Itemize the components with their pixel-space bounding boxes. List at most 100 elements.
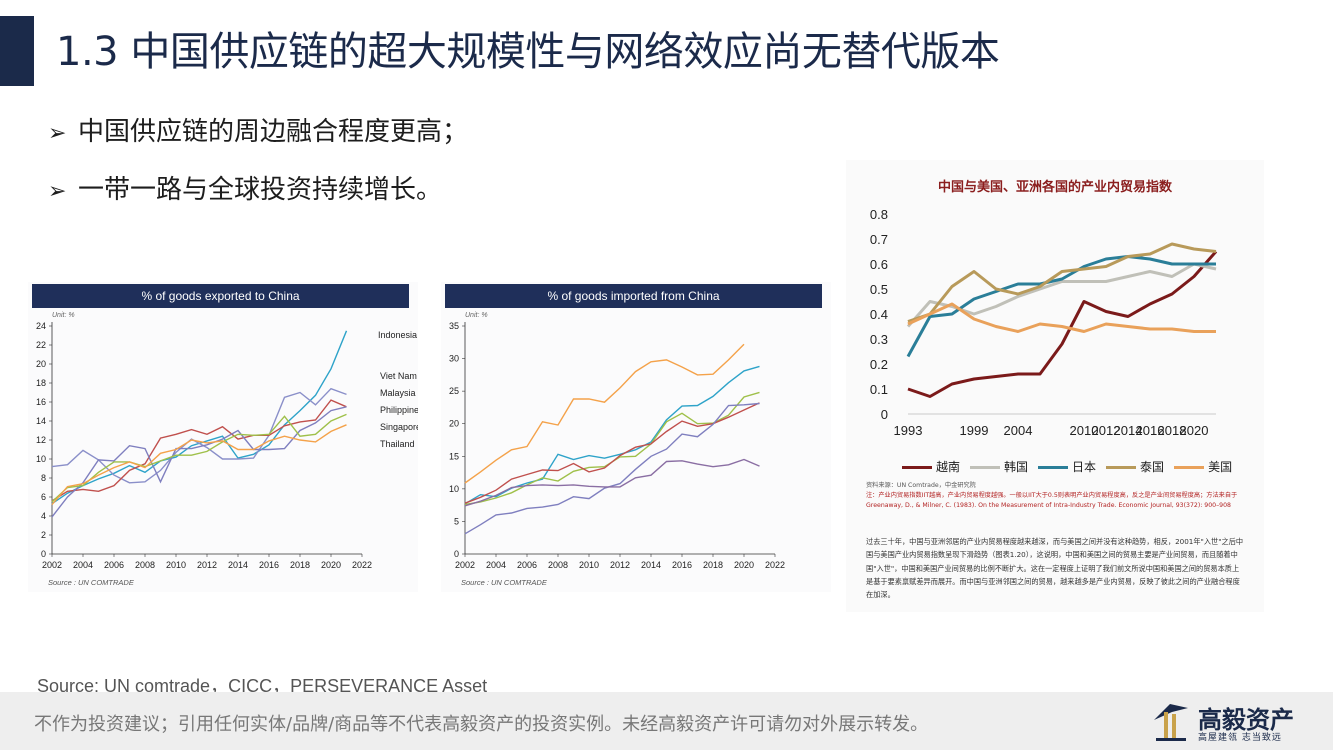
y-tick-label: 10 bbox=[449, 484, 459, 494]
chart-source: Source : UN COMTRADE bbox=[461, 578, 547, 587]
x-tick-label: 2010 bbox=[1070, 423, 1099, 438]
x-tick-label: 2004 bbox=[73, 560, 93, 570]
series-line bbox=[51, 330, 348, 505]
x-tick-label: 2012 bbox=[197, 560, 217, 570]
x-tick-label: 2002 bbox=[42, 560, 62, 570]
chart-title: 中国与美国、亚洲各国的产业内贸易指数 bbox=[937, 180, 1172, 195]
logo-slogan: 高屋建瓴 志当致远 bbox=[1198, 733, 1282, 743]
bullet-text: 一带一路与全球投资持续增长。 bbox=[78, 175, 443, 205]
iit-line-chart: 0 0.1 0.2 0.3 0.4 0.5 0.6 0.7 0.8 1993 1999 2004 201… bbox=[870, 207, 1218, 438]
legend-label: 泰国 bbox=[1140, 460, 1165, 474]
y-tick-label: 0.3 bbox=[870, 332, 888, 347]
chart-description: 过去三十年，中国与亚洲邻居的产业内贸易程度越来越深，而与美国之间并没有这种趋势，… bbox=[866, 537, 1244, 600]
series-line bbox=[907, 302, 1216, 333]
series-line bbox=[51, 424, 347, 506]
y-tick-label: 0.6 bbox=[870, 257, 888, 272]
arrow-bullet-icon: ➢ bbox=[48, 121, 67, 146]
y-tick-label: 24 bbox=[36, 321, 46, 331]
x-tick-label: 2002 bbox=[455, 560, 475, 570]
x-tick-label: 2020 bbox=[734, 560, 754, 570]
series-line bbox=[51, 387, 347, 484]
y-tick-label: 18 bbox=[36, 378, 46, 388]
series-line bbox=[51, 399, 347, 502]
legend-item: 韩国 bbox=[970, 458, 1028, 475]
chart-unit: Unit: % bbox=[465, 312, 488, 319]
y-tick-label: 30 bbox=[449, 354, 459, 364]
source-label: 资料来源：UN Comtrade，中金研究院 bbox=[866, 482, 976, 489]
y-tick-label: 0 bbox=[41, 549, 46, 559]
y-tick-label: 0 bbox=[454, 549, 459, 559]
x-tick-label: 2018 bbox=[1158, 423, 1187, 438]
y-tick-label: 16 bbox=[36, 397, 46, 407]
x-tick-label: 1993 bbox=[894, 423, 923, 438]
x-tick-label: 2012 bbox=[1092, 423, 1121, 438]
y-tick-label: 0.1 bbox=[870, 382, 888, 397]
y-tick-label: 22 bbox=[36, 340, 46, 350]
x-tick-label: 2004 bbox=[486, 560, 506, 570]
y-tick-label: 0.7 bbox=[870, 232, 888, 247]
series-line bbox=[464, 402, 760, 504]
x-tick-label: 2014 bbox=[1114, 423, 1143, 438]
x-tick-label: 2018 bbox=[290, 560, 310, 570]
x-tick-label: 2008 bbox=[548, 560, 568, 570]
chart-source: Source : UN COMTRADE bbox=[48, 578, 134, 587]
series-line bbox=[51, 406, 347, 518]
legend-label: 美国 bbox=[1208, 460, 1233, 474]
legend-swatch bbox=[1038, 466, 1069, 469]
series-label: Indonesia bbox=[378, 330, 417, 340]
y-tick-label: 0.5 bbox=[870, 282, 888, 297]
x-tick-label: 2012 bbox=[610, 560, 630, 570]
y-tick-label: 0 bbox=[881, 407, 888, 422]
chart-legend: 越南 韩国 日本 泰国 美国 bbox=[902, 458, 1242, 475]
bullet-text: 中国供应链的周边融合程度更高； bbox=[78, 117, 469, 147]
legend-swatch bbox=[1174, 466, 1205, 469]
series-line bbox=[907, 250, 1218, 398]
series-line bbox=[464, 365, 760, 505]
y-tick-label: 20 bbox=[449, 419, 459, 429]
source-line: Source: UN comtrade，CICC，PERSEVERANCE As… bbox=[37, 676, 488, 696]
bullet-item: ➢ 一带一路与全球投资持续增长。 bbox=[48, 172, 442, 210]
page-title: 1.3 中国供应链的超大规模性与网络效应尚无替代版本 bbox=[56, 29, 1000, 75]
y-tick-label: 5 bbox=[454, 516, 459, 526]
bullet-item: ➢ 中国供应链的周边融合程度更高； bbox=[48, 114, 468, 152]
x-tick-label: 2018 bbox=[703, 560, 723, 570]
y-tick-label: 8 bbox=[41, 473, 46, 483]
x-tick-label: 2020 bbox=[1180, 423, 1209, 438]
legend-label: 日本 bbox=[1072, 460, 1097, 474]
x-tick-label: 2022 bbox=[352, 560, 372, 570]
y-tick-label: 6 bbox=[41, 492, 46, 502]
chart-source-notes: 资料来源：UN Comtrade，中金研究院 注：产业内贸易指数IIT越高，产业… bbox=[866, 481, 1246, 511]
series-label: Malaysia bbox=[380, 388, 416, 398]
chart-title: % of goods imported from China bbox=[445, 284, 822, 308]
x-tick-label: 2016 bbox=[672, 560, 692, 570]
y-tick-label: 2 bbox=[41, 530, 46, 540]
legend-item: 日本 bbox=[1038, 458, 1096, 475]
y-tick-label: 25 bbox=[449, 386, 459, 396]
imports-line-chart: 0 5 10 15 20 25 30 35 2002 2004 2006 2008 2010 2012 20… bbox=[449, 321, 785, 570]
disclaimer: 不作为投资建议；引用任何实体/品牌/商品等不代表高毅资产的投资实例。未经高毅资产… bbox=[34, 714, 929, 735]
series-line bbox=[464, 458, 760, 507]
y-tick-label: 20 bbox=[36, 359, 46, 369]
footer: 不作为投资建议；引用任何实体/品牌/商品等不代表高毅资产的投资实例。未经高毅资产… bbox=[0, 692, 1333, 750]
series-line bbox=[464, 391, 760, 506]
chart-title: % of goods exported to China bbox=[32, 284, 409, 308]
legend-label: 韩国 bbox=[1004, 460, 1029, 474]
imports-from-china-chart-panel: % of goods imported from China Unit: % 0… bbox=[441, 282, 831, 592]
iit-index-chart-panel: 中国与美国、亚洲各国的产业内贸易指数 0 0.1 0.2 0.3 0.4 0.5 0.6 0.… bbox=[846, 160, 1264, 612]
series-line bbox=[464, 402, 760, 535]
x-tick-label: 2014 bbox=[228, 560, 248, 570]
chart-unit: Unit: % bbox=[52, 312, 75, 319]
x-tick-label: 2006 bbox=[517, 560, 537, 570]
legend-item: 泰国 bbox=[1106, 458, 1164, 475]
series-line bbox=[907, 242, 1217, 323]
x-tick-label: 2014 bbox=[641, 560, 661, 570]
y-tick-label: 15 bbox=[449, 451, 459, 461]
x-tick-label: 2010 bbox=[166, 560, 186, 570]
series-label: Singapore bbox=[380, 422, 418, 432]
legend-swatch bbox=[1106, 466, 1137, 469]
y-tick-label: 0.4 bbox=[870, 307, 888, 322]
legend-swatch bbox=[902, 466, 932, 469]
y-tick-label: 10 bbox=[36, 454, 46, 464]
